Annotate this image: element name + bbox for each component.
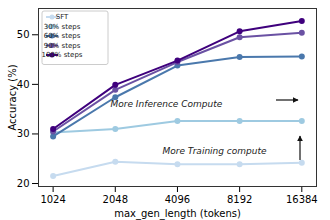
- svg-text:Accuracy (%): Accuracy (%): [7, 64, 18, 130]
- svg-text:100% steps: 100% steps: [41, 51, 82, 59]
- svg-text:4096: 4096: [165, 194, 190, 205]
- svg-text:More Inference Compute: More Inference Compute: [111, 99, 223, 109]
- svg-text:50: 50: [17, 29, 30, 40]
- svg-text:30% steps: 30% steps: [44, 23, 81, 31]
- svg-text:40: 40: [17, 79, 30, 90]
- svg-text:30: 30: [17, 128, 30, 139]
- svg-text:1024: 1024: [40, 194, 65, 205]
- svg-text:More Training compute: More Training compute: [163, 146, 268, 156]
- svg-text:SFT: SFT: [56, 13, 69, 21]
- svg-text:90% steps: 90% steps: [44, 42, 81, 50]
- svg-text:16384: 16384: [286, 194, 318, 205]
- svg-text:max_gen_length (tokens): max_gen_length (tokens): [114, 208, 241, 220]
- svg-text:2048: 2048: [103, 194, 128, 205]
- svg-text:60% steps: 60% steps: [44, 32, 81, 40]
- svg-text:20: 20: [17, 178, 30, 189]
- svg-text:8192: 8192: [227, 194, 252, 205]
